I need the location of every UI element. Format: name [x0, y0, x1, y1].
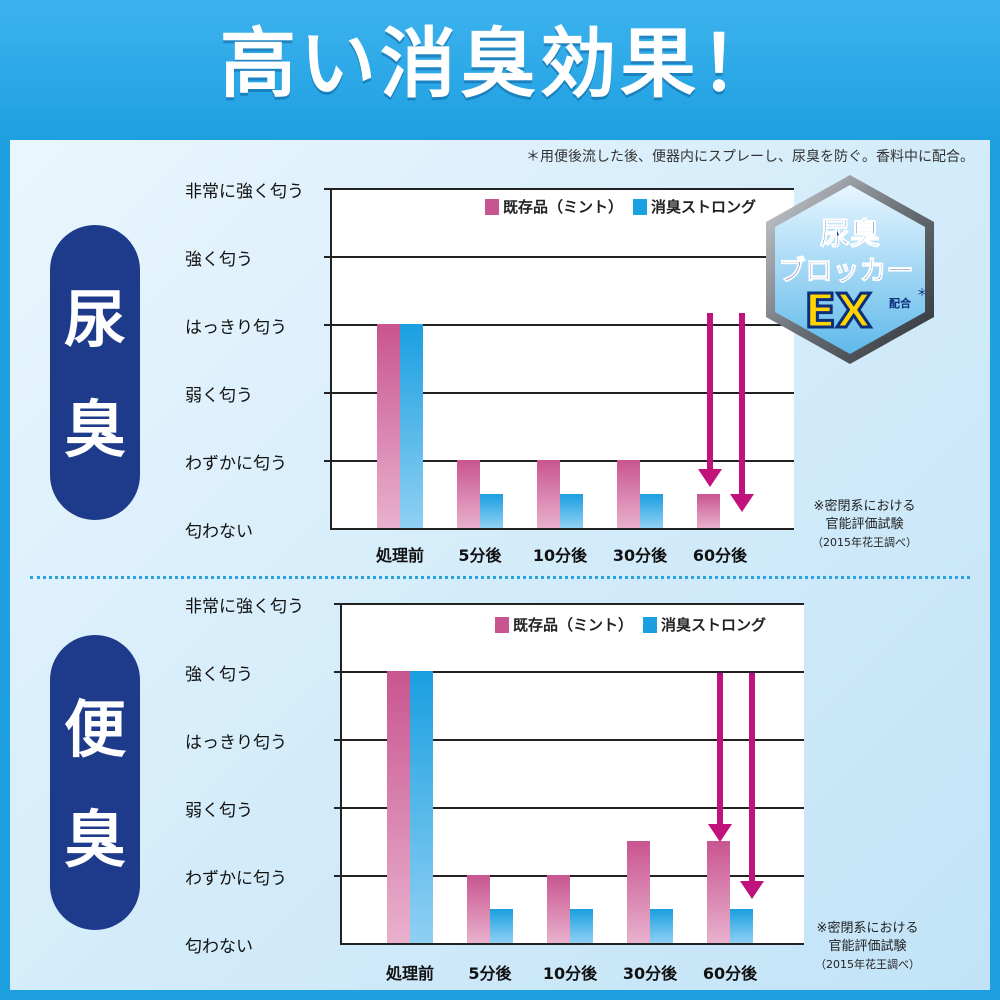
bar-strong: [570, 909, 593, 943]
bar-existing: [457, 460, 480, 528]
decrease-arrow-icon: [698, 313, 722, 487]
gridline: [324, 188, 794, 190]
x-tick-label: 30分後: [622, 964, 678, 983]
x-tick-label: 5分後: [458, 546, 502, 565]
bar-strong: [490, 909, 513, 943]
gridline: [324, 256, 794, 258]
bar-strong: [400, 324, 423, 528]
x-tick-label: 処理前: [375, 546, 424, 565]
x-tick-label: 10分後: [542, 964, 598, 983]
legend-label: 既存品（ミント）: [513, 616, 634, 634]
chart-legend: 既存品（ミント） 消臭ストロング: [485, 196, 756, 217]
bar-strong: [480, 494, 503, 528]
bar-existing: [537, 460, 560, 528]
legend-swatch: [633, 198, 648, 215]
y-tick-label: 弱く匂う: [185, 801, 253, 821]
headline: 高い消臭効果！: [220, 19, 780, 108]
badge-line2: ブロッカー: [779, 255, 914, 287]
y-tick-label: 非常に強く匂う: [185, 182, 304, 202]
gridline: [334, 671, 804, 673]
gridline: [334, 807, 804, 809]
bar-strong: [730, 909, 753, 943]
y-tick-label: 匂わない: [185, 522, 253, 542]
section-label-char: 便: [63, 693, 126, 766]
bar-existing: [377, 324, 400, 528]
bar-existing: [617, 460, 640, 528]
bar-existing: [467, 875, 490, 943]
section-label-char: 尿: [63, 283, 126, 356]
bar-strong: [560, 494, 583, 528]
legend-label: 既存品（ミント）: [503, 198, 624, 216]
header-banner: 高い消臭効果！: [0, 0, 1000, 140]
blocker-ex-badge-icon: 尿臭 ブロッカー EX 配合 ＊: [766, 175, 934, 364]
test-note-line: 官能評価試験: [825, 517, 904, 532]
x-tick-label: 処理前: [385, 964, 434, 983]
x-tick-label: 10分後: [532, 546, 588, 565]
badge-mark: ＊: [917, 286, 928, 299]
y-tick-label: 非常に強く匂う: [185, 597, 304, 617]
footnote: ＊用便後流した後、便器内にスプレーし、尿臭を防ぐ。香料中に配合。: [526, 149, 974, 165]
test-note-line: 官能評価試験: [828, 939, 907, 954]
bar-strong: [640, 494, 663, 528]
legend-swatch: [485, 198, 499, 215]
chart-legend: 既存品（ミント） 消臭ストロング: [495, 614, 766, 635]
decrease-arrow-icon: [740, 673, 764, 899]
y-tick-label: 弱く匂う: [185, 386, 253, 406]
x-tick-label: 60分後: [702, 964, 758, 983]
test-note: ※密閉系における 官能評価試験 （2015年花王調べ）: [812, 498, 917, 552]
badge-line1: 尿臭: [820, 217, 880, 252]
legend-swatch: [495, 616, 509, 633]
gridline: [324, 324, 794, 326]
decrease-arrow-icon: [708, 673, 732, 842]
y-tick-label: わずかに匂う: [185, 869, 287, 889]
test-note-line: ※密閉系における: [813, 499, 916, 514]
bar-existing: [707, 841, 730, 943]
legend-label: 消臭ストロング: [661, 616, 767, 634]
bar-existing: [697, 494, 720, 528]
y-tick-label: 強く匂う: [185, 665, 253, 685]
bar-strong: [650, 909, 673, 943]
test-note-source: （2015年花王調べ）: [815, 958, 920, 971]
section-divider: [30, 576, 970, 579]
section-label-char: 臭: [63, 803, 126, 876]
decrease-arrow-icon: [730, 313, 754, 512]
section-label-char: 臭: [63, 393, 126, 466]
bar-existing: [547, 875, 570, 943]
y-tick-label: はっきり匂う: [185, 733, 287, 753]
legend-label: 消臭ストロング: [651, 198, 757, 216]
y-tick-label: 強く匂う: [185, 250, 253, 270]
x-tick-label: 30分後: [612, 546, 668, 565]
gridline: [324, 392, 794, 394]
bar-existing: [627, 841, 650, 943]
section-label-urine: 尿 臭: [50, 225, 140, 520]
section-label-feces: 便 臭: [50, 635, 140, 930]
test-note-line: ※密閉系における: [816, 921, 919, 936]
bar-strong: [410, 671, 433, 943]
gridline: [334, 739, 804, 741]
x-tick-label: 5分後: [468, 964, 512, 983]
y-tick-label: 匂わない: [185, 937, 253, 957]
x-tick-label: 60分後: [692, 546, 748, 565]
y-tick-label: はっきり匂う: [185, 318, 287, 338]
test-note-source: （2015年花王調べ）: [812, 536, 917, 549]
badge-line3: EX: [805, 284, 872, 338]
bar-existing: [387, 671, 410, 943]
gridline: [334, 603, 804, 605]
legend-swatch: [643, 616, 658, 633]
y-tick-label: わずかに匂う: [185, 454, 287, 474]
badge-sub: 配合: [889, 296, 912, 310]
test-note: ※密閉系における 官能評価試験 （2015年花王調べ）: [815, 920, 920, 974]
